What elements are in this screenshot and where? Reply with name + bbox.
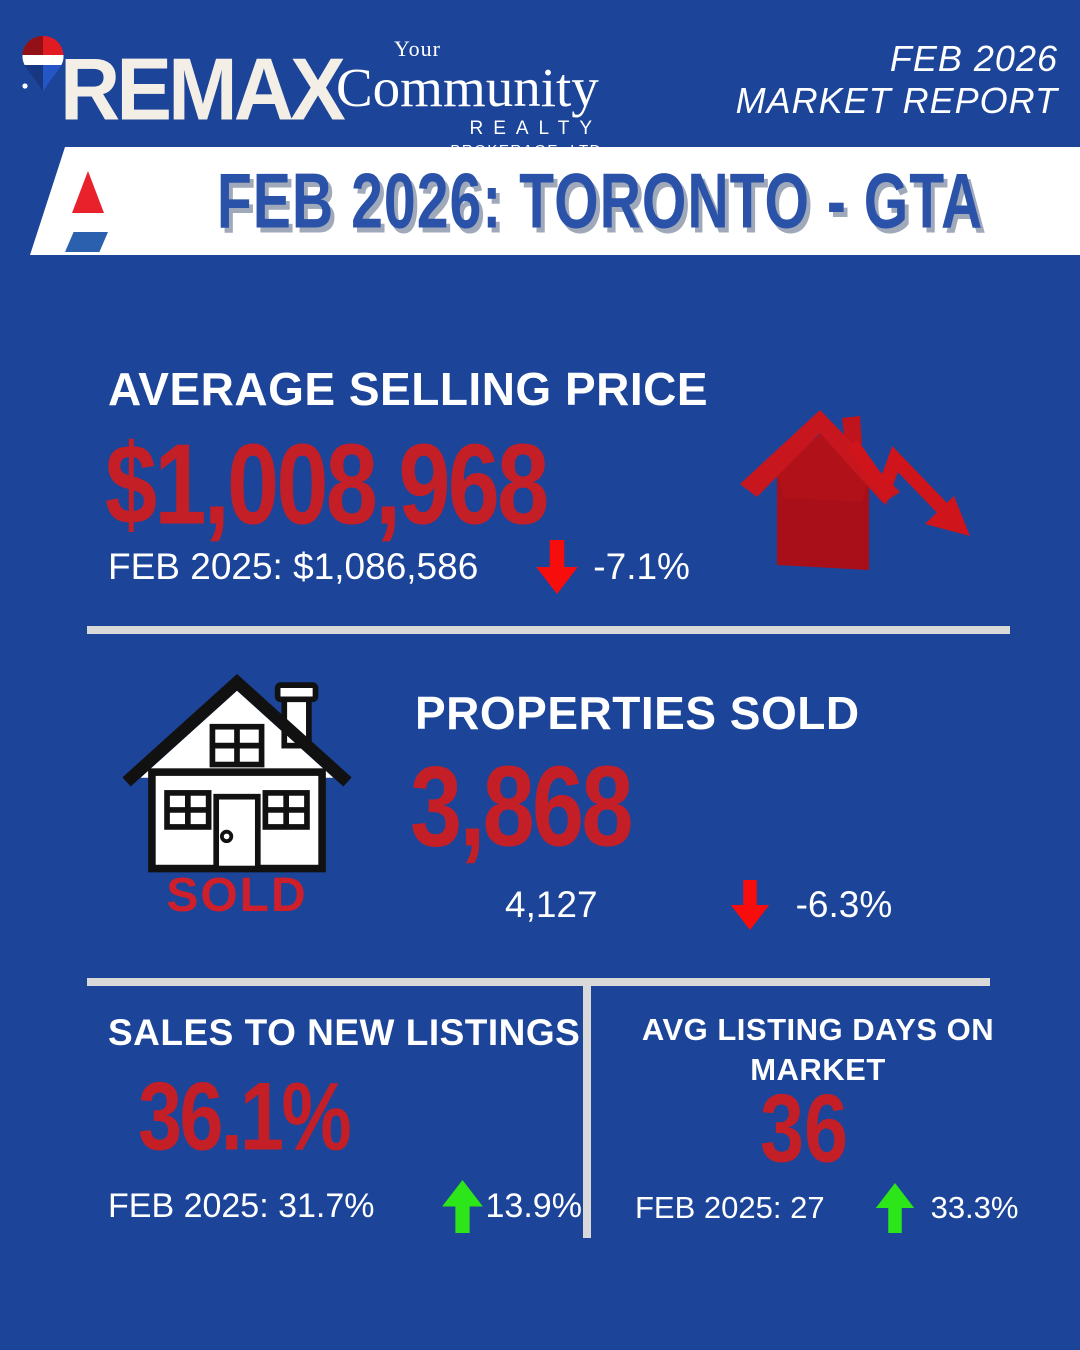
- properties-sold-previous: 4,127: [505, 884, 598, 925]
- avg-listing-days-change: 33.3%: [930, 1190, 1019, 1225]
- avg-price-previous: FEB 2025: $1,086,586: [108, 546, 479, 587]
- avg-price-comparison-row: FEB 2025: $1,086,586 -7.1%: [108, 540, 690, 594]
- report-period-line1: FEB 2026: [889, 38, 1058, 79]
- column-divider: [583, 978, 591, 1238]
- community-logo-block: Your Community REALTY BROKERAGE, LTD: [336, 36, 604, 159]
- red-house-downtrend-icon: [740, 410, 970, 570]
- report-period-line2: MARKET REPORT: [735, 80, 1058, 122]
- avg-listing-days-heading: AVG LISTING DAYS ON MARKET: [641, 1012, 995, 1088]
- sales-to-new-listings-heading: SALES TO NEW LISTINGS: [108, 1012, 581, 1053]
- up-arrow-icon: [441, 1180, 483, 1233]
- sales-to-new-listings-previous: FEB 2025: 31.7%: [108, 1187, 375, 1225]
- logo-realty-label: REALTY: [469, 118, 602, 140]
- avg-listing-days-value: 36: [760, 1073, 849, 1183]
- remax-balloon-icon: [22, 36, 64, 92]
- title-banner: FEB 2026: TORONTO - GTA: [0, 147, 1080, 255]
- header-band: REMAX Your Community REALTY BROKERAGE, L…: [0, 0, 1080, 159]
- sales-to-new-listings-change: 13.9%: [485, 1187, 582, 1225]
- down-arrow-icon: [536, 540, 579, 594]
- avg-price-change: -7.1%: [593, 546, 690, 587]
- balloon-highlight-dot: [22, 83, 28, 89]
- report-period-tag: FEB 2026 MARKET REPORT: [736, 38, 1058, 123]
- logo-your-label: Your: [394, 36, 442, 61]
- properties-sold-heading: PROPERTIES SOLD: [415, 687, 860, 739]
- section-divider-2: [87, 978, 990, 986]
- sales-to-new-listings-comparison-row: FEB 2025: 31.7% 13.9%: [108, 1180, 582, 1233]
- avg-price-heading: AVERAGE SELLING PRICE: [108, 363, 709, 415]
- avg-listing-days-previous: FEB 2025: 27: [635, 1190, 825, 1225]
- banner-blue-bar-icon: [65, 232, 108, 252]
- logo-community-label: Community: [336, 57, 599, 118]
- down-arrow-icon: [730, 880, 769, 930]
- properties-sold-change: -6.3%: [795, 884, 893, 925]
- section-divider-1: [87, 626, 1010, 634]
- banner-red-triangle-icon: [72, 171, 104, 213]
- sold-house-icon: [122, 674, 352, 873]
- properties-sold-value: 3,868: [410, 743, 633, 871]
- remax-wordmark: REMAX: [60, 40, 346, 139]
- sales-to-new-listings-value: 36.1%: [138, 1061, 352, 1171]
- properties-sold-comparison-row: 4,127 -6.3%: [505, 880, 892, 930]
- sold-label: SOLD: [166, 869, 308, 922]
- avg-listing-days-comparison-row: FEB 2025: 27 33.3%: [635, 1183, 1018, 1233]
- page-title: FEB 2026: TORONTO - GTA: [216, 157, 984, 245]
- avg-price-value: $1,008,968: [105, 421, 549, 549]
- up-arrow-icon: [875, 1183, 914, 1233]
